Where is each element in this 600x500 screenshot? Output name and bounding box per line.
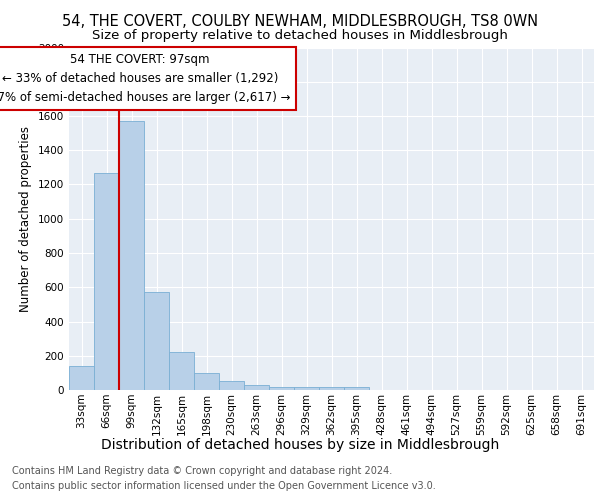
Y-axis label: Number of detached properties: Number of detached properties [19, 126, 32, 312]
Text: Contains HM Land Registry data © Crown copyright and database right 2024.: Contains HM Land Registry data © Crown c… [12, 466, 392, 476]
Bar [319, 387, 344, 390]
Bar [94, 174, 119, 390]
Bar [244, 385, 269, 390]
Bar [194, 373, 219, 390]
Bar [169, 352, 194, 390]
Bar [219, 380, 244, 390]
Text: Contains public sector information licensed under the Open Government Licence v3: Contains public sector information licen… [12, 481, 436, 491]
Bar [119, 121, 144, 390]
Text: Distribution of detached houses by size in Middlesbrough: Distribution of detached houses by size … [101, 438, 499, 452]
Text: 54 THE COVERT: 97sqm
← 33% of detached houses are smaller (1,292)
67% of semi-de: 54 THE COVERT: 97sqm ← 33% of detached h… [0, 52, 290, 104]
Bar [69, 366, 94, 390]
Bar [344, 387, 369, 390]
Text: Size of property relative to detached houses in Middlesbrough: Size of property relative to detached ho… [92, 29, 508, 42]
Bar [144, 292, 169, 390]
Text: 54, THE COVERT, COULBY NEWHAM, MIDDLESBROUGH, TS8 0WN: 54, THE COVERT, COULBY NEWHAM, MIDDLESBR… [62, 14, 538, 29]
Bar [294, 387, 319, 390]
Bar [269, 386, 294, 390]
